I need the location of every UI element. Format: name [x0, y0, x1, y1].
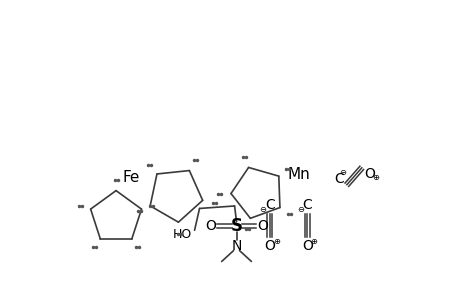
Text: ⊕: ⊕ [310, 237, 317, 246]
Text: O: O [256, 219, 267, 233]
Text: HO: HO [173, 228, 192, 241]
Text: O: O [301, 239, 312, 253]
Text: O: O [205, 219, 216, 233]
Text: ⊕: ⊕ [273, 237, 280, 246]
Text: Mn: Mn [287, 167, 310, 182]
Text: O: O [263, 239, 274, 253]
Text: Fe: Fe [122, 170, 140, 185]
Text: S: S [230, 217, 242, 235]
Text: ⊖: ⊖ [296, 205, 303, 214]
Text: C: C [333, 172, 343, 186]
Text: C: C [264, 199, 274, 212]
Text: ⊖: ⊖ [339, 168, 346, 177]
Text: O: O [364, 167, 375, 181]
Text: C: C [302, 199, 312, 212]
Text: ⊕: ⊕ [371, 173, 378, 182]
Text: ⊖: ⊖ [258, 205, 266, 214]
Text: N: N [231, 238, 241, 253]
